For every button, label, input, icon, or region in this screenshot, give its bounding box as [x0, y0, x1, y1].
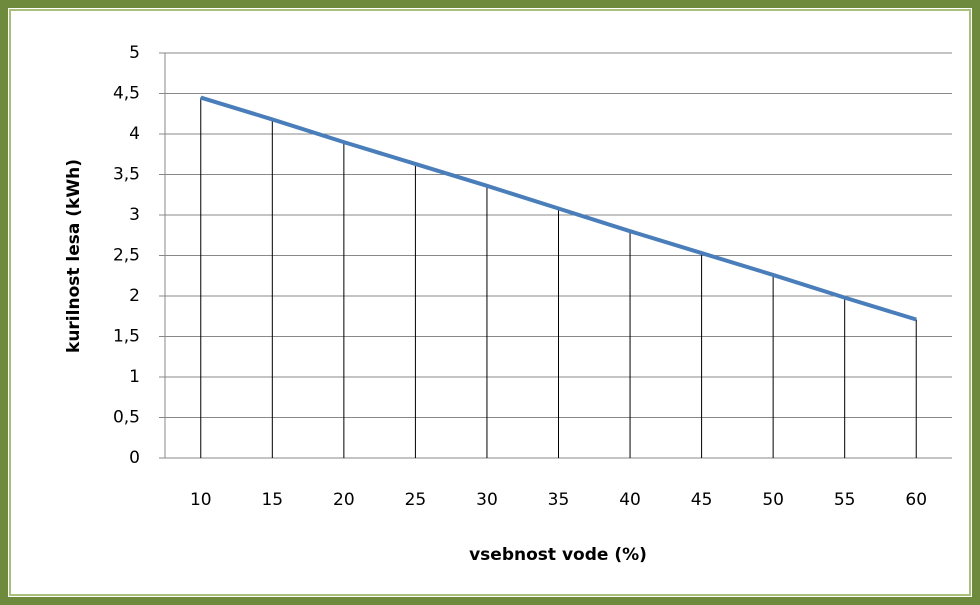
x-tick-label: 35 — [548, 490, 570, 510]
y-tick-label: 1 — [129, 367, 140, 387]
x-tick-label: 20 — [333, 490, 355, 510]
x-tick-label: 10 — [190, 490, 212, 510]
y-tick-label: 0,5 — [113, 408, 140, 428]
y-tick-label: 0 — [129, 448, 140, 468]
x-tick-label: 45 — [691, 490, 713, 510]
x-axis-title: vsebnost vode (%) — [469, 545, 647, 565]
x-tick-label: 25 — [405, 490, 427, 510]
x-tick-label: 40 — [619, 490, 641, 510]
x-tick-label: 55 — [834, 490, 856, 510]
x-tick-label: 30 — [476, 490, 498, 510]
y-tick-label: 1,5 — [113, 327, 140, 347]
x-tick-label: 15 — [261, 490, 283, 510]
y-tick-label: 5 — [129, 43, 140, 63]
y-tick-label: 3,5 — [113, 165, 140, 185]
y-tick-label: 4 — [129, 124, 140, 144]
y-tick-label: 2 — [129, 286, 140, 306]
y-tick-label: 4,5 — [113, 84, 140, 104]
x-tick-label: 50 — [762, 490, 784, 510]
y-tick-label: 3 — [129, 205, 140, 225]
y-axis-title: kurilnost lesa (kWh) — [64, 159, 84, 353]
y-tick-label: 2,5 — [113, 246, 140, 266]
x-tick-label: 60 — [905, 490, 927, 510]
data-line — [200, 95, 917, 322]
